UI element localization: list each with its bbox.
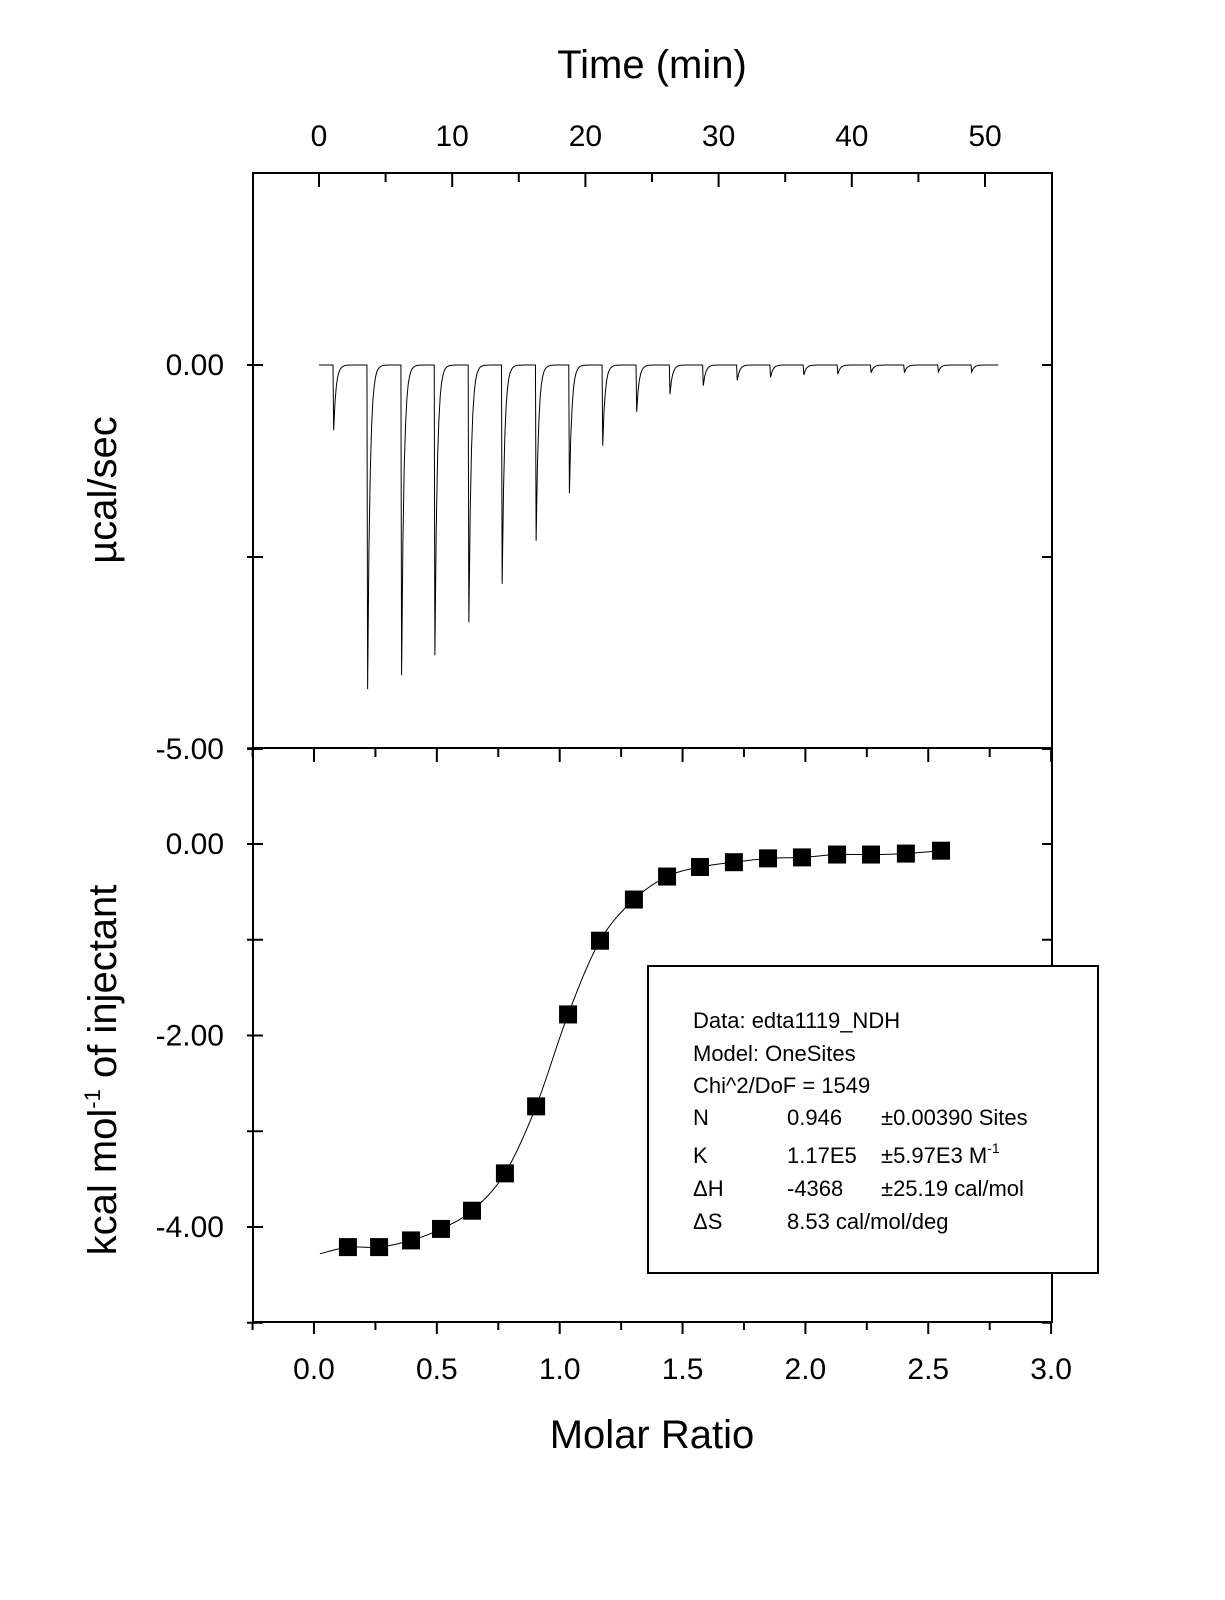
data-point bbox=[559, 1005, 578, 1024]
fit-legend: Data: edta1119_NDH Model: OneSites Chi^2/D… bbox=[647, 965, 1099, 1274]
y-tick-label: 0.00 bbox=[166, 349, 224, 382]
legend-text: Data: edta1119_NDH bbox=[693, 1008, 900, 1033]
legend-param-value: 0.946 bbox=[787, 1105, 842, 1130]
y-tick-label: -4.00 bbox=[156, 1211, 224, 1244]
data-point bbox=[462, 1201, 481, 1220]
data-point bbox=[724, 853, 743, 872]
x-tick-label: 0.0 bbox=[293, 1353, 335, 1386]
legend-param-name: ΔS bbox=[693, 1209, 722, 1234]
y-tick-label: 0.00 bbox=[166, 828, 224, 861]
x-tick-label: 3.0 bbox=[1030, 1353, 1072, 1386]
bottom-axis-title: Molar Ratio bbox=[550, 1413, 755, 1457]
data-point bbox=[495, 1164, 514, 1183]
thermogram-panel: 0 10 20 30 40 50 0.00 -5.00 bbox=[156, 120, 1053, 766]
data-point bbox=[624, 890, 643, 909]
x-tick-label: 0 bbox=[311, 120, 328, 153]
x-tick-label: 30 bbox=[702, 120, 735, 153]
data-point bbox=[590, 931, 609, 950]
data-point bbox=[896, 844, 915, 863]
legend-box bbox=[647, 965, 1099, 1274]
x-tick-label: 0.5 bbox=[416, 1353, 458, 1386]
x-tick-label: 1.0 bbox=[539, 1353, 581, 1386]
x-tick-label: 20 bbox=[569, 120, 602, 153]
x-tick-label: 40 bbox=[835, 120, 868, 153]
top-axis-title: Time (min) bbox=[557, 43, 747, 87]
legend-error-text: ±5.97E3 M bbox=[881, 1143, 987, 1168]
data-point bbox=[370, 1238, 389, 1257]
legend-param-value: 8.53 cal/mol/deg bbox=[787, 1209, 948, 1234]
data-point bbox=[792, 848, 811, 867]
x-tick-label: 50 bbox=[968, 120, 1001, 153]
data-point bbox=[338, 1238, 357, 1257]
y-tick-label: -2.00 bbox=[156, 1020, 224, 1053]
data-point bbox=[690, 857, 709, 876]
x-tick-label: 2.0 bbox=[785, 1353, 827, 1386]
legend-param-name: ΔH bbox=[693, 1176, 724, 1201]
x-tick-label: 2.5 bbox=[907, 1353, 949, 1386]
legend-param-error: ±0.00390 Sites bbox=[881, 1105, 1028, 1130]
data-point bbox=[862, 845, 881, 864]
legend-param-value: -4368 bbox=[787, 1176, 843, 1201]
legend-param-value: 1.17E5 bbox=[787, 1143, 857, 1168]
x-tick-label: 1.5 bbox=[662, 1353, 704, 1386]
legend-text: Model: OneSites bbox=[693, 1041, 856, 1066]
ylabel-main: kcal mol bbox=[81, 1109, 125, 1256]
top-y-axis-title: µcal/sec bbox=[81, 416, 125, 564]
data-point bbox=[527, 1097, 546, 1116]
legend-param-name: N bbox=[693, 1105, 709, 1130]
legend-param-name: K bbox=[693, 1143, 708, 1168]
data-point bbox=[932, 841, 951, 860]
ylabel-sup: -1 bbox=[80, 1089, 105, 1109]
ylabel-suffix: of injectant bbox=[81, 885, 125, 1090]
data-point bbox=[759, 849, 778, 868]
thermogram-frame bbox=[252, 172, 1053, 749]
data-point bbox=[658, 867, 677, 886]
data-point bbox=[432, 1219, 451, 1238]
y-tick-label: -5.00 bbox=[156, 733, 224, 766]
thermogram-trace bbox=[319, 364, 999, 690]
legend-text: Chi^2/DoF = 1549 bbox=[693, 1073, 870, 1098]
data-point bbox=[828, 845, 847, 864]
legend-param-error: ±5.97E3 M-1 bbox=[881, 1140, 1000, 1168]
legend-error-sup: -1 bbox=[987, 1140, 1000, 1156]
x-tick-label: 10 bbox=[436, 120, 469, 153]
legend-param-error: ±25.19 cal/mol bbox=[881, 1176, 1024, 1201]
data-point bbox=[402, 1231, 421, 1250]
bottom-y-axis-title: kcal mol-1 of injectant bbox=[80, 885, 125, 1256]
